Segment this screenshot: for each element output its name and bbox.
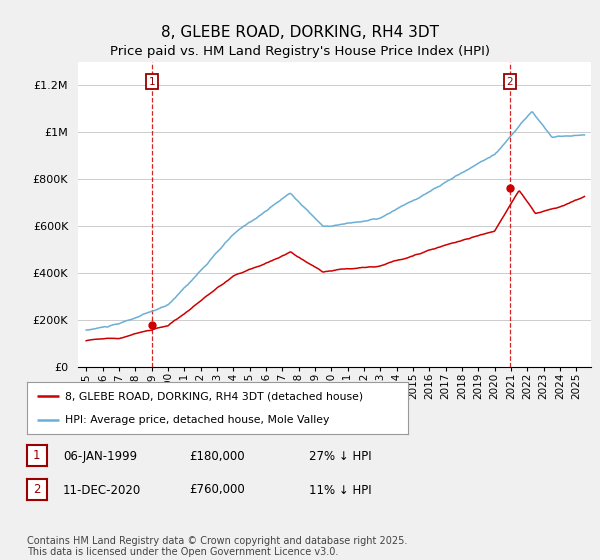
Text: Contains HM Land Registry data © Crown copyright and database right 2025.
This d: Contains HM Land Registry data © Crown c… (27, 535, 407, 557)
Text: 8, GLEBE ROAD, DORKING, RH4 3DT (detached house): 8, GLEBE ROAD, DORKING, RH4 3DT (detache… (65, 391, 363, 402)
Text: 27% ↓ HPI: 27% ↓ HPI (309, 450, 371, 463)
Text: 8, GLEBE ROAD, DORKING, RH4 3DT: 8, GLEBE ROAD, DORKING, RH4 3DT (161, 25, 439, 40)
Text: Price paid vs. HM Land Registry's House Price Index (HPI): Price paid vs. HM Land Registry's House … (110, 45, 490, 58)
Text: 2: 2 (506, 77, 513, 87)
Text: 06-JAN-1999: 06-JAN-1999 (63, 450, 137, 463)
Text: HPI: Average price, detached house, Mole Valley: HPI: Average price, detached house, Mole… (65, 415, 329, 425)
Text: £180,000: £180,000 (189, 450, 245, 463)
Text: 11% ↓ HPI: 11% ↓ HPI (309, 483, 371, 497)
Text: 1: 1 (33, 449, 41, 463)
Text: 2: 2 (33, 483, 41, 496)
Text: 11-DEC-2020: 11-DEC-2020 (63, 483, 141, 497)
Text: 1: 1 (149, 77, 155, 87)
Text: £760,000: £760,000 (189, 483, 245, 497)
